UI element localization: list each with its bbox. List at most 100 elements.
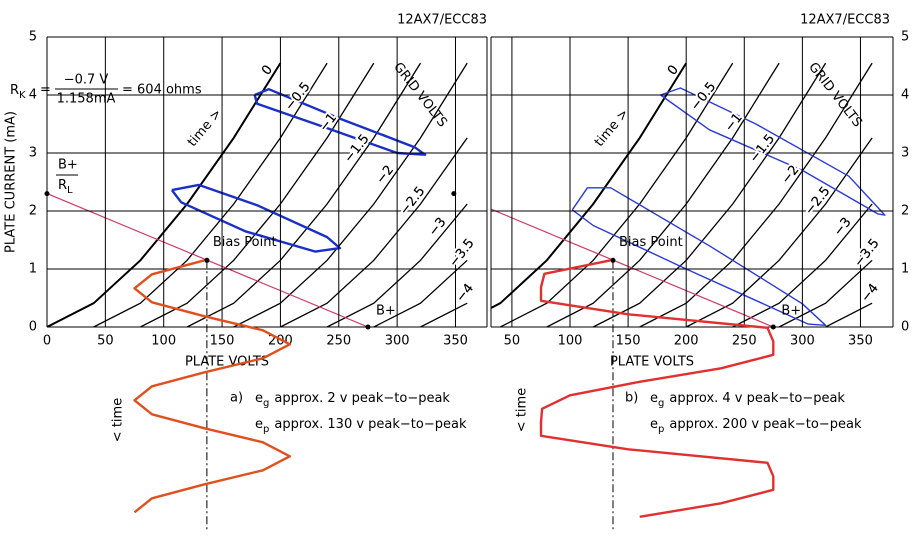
curve-label: −2 [779, 163, 803, 187]
y-tick-label: 3 [901, 146, 909, 161]
grid-curve [825, 302, 873, 327]
chart: 0 50 100 150 200 250 300 35001234512AX7/ECC83PL… [4, 13, 488, 530]
bplus-label: B+ [781, 304, 801, 319]
bias-label: Bias Point [619, 235, 683, 250]
bplus-label: B+ [376, 304, 396, 319]
note-line: ep approx. 130 v peak−to−peak [255, 417, 467, 436]
x-tick-label: 50 [504, 334, 521, 349]
signal-locus [571, 187, 827, 326]
plot-area [47, 62, 468, 327]
note-line-part: e [650, 417, 658, 432]
load-line-end [770, 324, 776, 330]
x-tick-label: 0 [43, 334, 51, 349]
signal-locus [660, 87, 886, 216]
x-tick-label: 50 [97, 334, 114, 349]
x-tick-label: 100 [558, 334, 583, 349]
signal-locus [253, 88, 427, 156]
curve-label: −3 [831, 215, 855, 239]
bias-point [204, 257, 210, 263]
grid-curve [140, 62, 375, 327]
signal-locus [170, 183, 342, 253]
note-line-part: p [658, 424, 664, 435]
note-line-part: approx. 2 v peak−to−peak [274, 391, 450, 406]
curve-label: −3.5 [851, 236, 882, 270]
x-tick-label: 250 [326, 334, 351, 349]
y-tick-label: 2 [901, 204, 909, 219]
x-tick-label: 200 [674, 334, 699, 349]
curve-label: −1 [722, 111, 746, 135]
x-tick-label: 300 [790, 334, 815, 349]
time-label: time > [592, 106, 632, 150]
x-axis-label: PLATE VOLTS [610, 355, 694, 370]
curve-label: −4 [453, 281, 477, 305]
rk-equals: = [40, 83, 51, 98]
curve-label: −1.5 [341, 132, 372, 166]
load-denominator-part: R [58, 178, 67, 193]
time-label: < time [515, 388, 530, 432]
curve-label: −4 [858, 281, 882, 305]
rk-denominator: 1.158mA [57, 92, 116, 107]
y-tick-label: 1 [29, 262, 37, 277]
note-line-part: g [263, 398, 269, 409]
note-line-part: e [650, 391, 658, 406]
note-line-part: p [263, 424, 269, 435]
rk-symbol: RK [10, 83, 26, 102]
plate-waveform [133, 259, 291, 514]
curve-label: −3.5 [446, 236, 477, 270]
load-denominator: RL [58, 178, 73, 197]
x-tick-label: 250 [732, 334, 757, 349]
grid-curve [186, 62, 422, 327]
grid-curve [233, 62, 468, 327]
rk-symbol-part: R [10, 83, 19, 98]
plate-waveform [539, 259, 775, 518]
curve-label: −2.5 [802, 184, 833, 218]
time-label: time > [185, 106, 225, 150]
y-tick-label: 0 [901, 320, 909, 335]
x-tick-label: 150 [210, 334, 235, 349]
curve-label: −3 [426, 215, 450, 239]
y-tick-label: 1 [901, 262, 909, 277]
note-line-part: approx. 200 v peak−to−peak [669, 417, 862, 432]
y-tick-label: 4 [29, 88, 37, 103]
curve-label: −2 [373, 163, 397, 187]
grid-curve [592, 62, 827, 327]
y-tick-label: 0 [29, 320, 37, 335]
y-tick-label: 5 [29, 30, 37, 45]
x-axis-label: PLATE VOLTS [185, 355, 269, 370]
grid-curve [373, 259, 468, 327]
load-denominator-part: L [67, 185, 73, 196]
x-tick-label: 300 [385, 334, 410, 349]
note-line-part: approx. 4 v peak−to−peak [669, 391, 845, 406]
grid-curve [280, 137, 468, 327]
curve-label: −2.5 [397, 184, 428, 218]
note-label: a) [230, 391, 243, 406]
y-axis-label: PLATE CURRENT (mA) [4, 111, 19, 253]
rk-result: = 604 ohms [122, 83, 202, 98]
note-line-part: e [255, 391, 263, 406]
note-line-part: approx. 130 v peak−to−peak [274, 417, 467, 432]
y-tick-label: 2 [29, 204, 37, 219]
grid-curve [778, 259, 873, 327]
time-label: < time [111, 398, 126, 442]
load-line-end [365, 324, 371, 330]
grid-curve [685, 137, 873, 327]
chart-title: 12AX7/ECC83 [800, 13, 890, 28]
rk-symbol-part: K [19, 90, 26, 101]
grid-curve [93, 62, 328, 327]
grid-curve [500, 62, 734, 327]
y-tick-label: 4 [901, 88, 909, 103]
note-line: eg approx. 4 v peak−to−peak [650, 391, 845, 410]
grid-curve [420, 302, 468, 327]
bias-point [610, 257, 616, 263]
note-label: b) [625, 391, 638, 406]
load-line-end [44, 191, 50, 197]
y-tick-label: 5 [901, 30, 909, 45]
load-line-end [451, 191, 457, 197]
x-tick-label: 150 [616, 334, 641, 349]
note-line: ep approx. 200 v peak−to−peak [650, 417, 862, 436]
y-tick-label: 3 [29, 146, 37, 161]
x-tick-label: 350 [848, 334, 873, 349]
rk-numerator: −0.7 V [64, 73, 109, 88]
note-line: eg approx. 2 v peak−to−peak [255, 391, 450, 410]
